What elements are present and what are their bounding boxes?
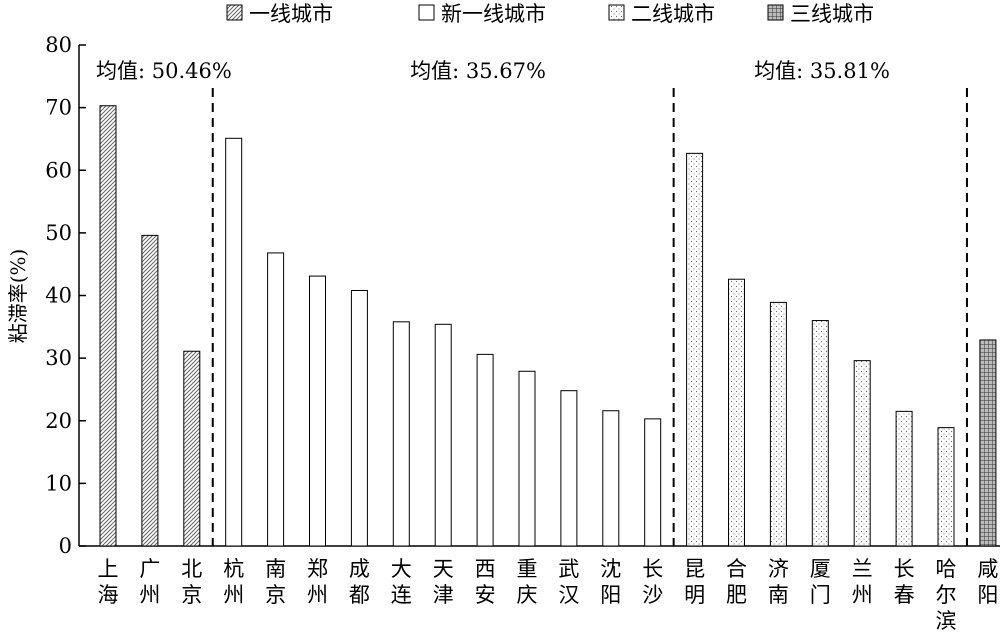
bar bbox=[811, 320, 829, 547]
bar bbox=[728, 278, 745, 547]
category-label: 南 bbox=[265, 557, 286, 581]
bar bbox=[895, 410, 913, 547]
category-label: 都 bbox=[349, 583, 370, 607]
legend-swatch bbox=[226, 4, 243, 21]
category-label: 阳 bbox=[600, 583, 621, 607]
legend-label: 三线城市 bbox=[790, 2, 874, 26]
bar bbox=[686, 152, 704, 547]
category-label: 西 bbox=[475, 557, 496, 581]
bar bbox=[979, 339, 997, 547]
category-label: 京 bbox=[181, 583, 202, 607]
category-label: 哈 bbox=[936, 557, 957, 581]
bar bbox=[183, 350, 201, 547]
bar bbox=[644, 418, 662, 547]
category-label: 北 bbox=[181, 557, 202, 581]
group-mean-label: 均值: 50.46% bbox=[96, 59, 232, 83]
legend-swatch bbox=[608, 4, 625, 21]
y-tick-label: 20 bbox=[45, 409, 72, 433]
group-mean-label: 均值: 35.81% bbox=[754, 59, 890, 83]
category-label: 门 bbox=[810, 583, 831, 607]
y-tick-label: 80 bbox=[45, 33, 72, 57]
category-label: 春 bbox=[894, 583, 915, 607]
category-labels: 上海广州北京杭州南京郑州成都大连天津西安重庆武汉沈阳长沙昆明合肥济南厦门兰州长春… bbox=[98, 557, 999, 633]
y-tick-label: 30 bbox=[45, 346, 72, 370]
bar bbox=[602, 410, 620, 547]
category-label: 厦 bbox=[810, 557, 831, 581]
bar bbox=[350, 289, 368, 547]
y-tick-label: 60 bbox=[45, 158, 72, 182]
bars bbox=[99, 105, 997, 547]
bar bbox=[99, 105, 117, 547]
category-label: 杭 bbox=[223, 557, 244, 581]
bar bbox=[476, 353, 494, 547]
y-tick-label: 0 bbox=[59, 534, 72, 558]
bar bbox=[267, 252, 285, 547]
category-label: 阳 bbox=[977, 583, 998, 607]
bar bbox=[560, 390, 578, 547]
category-label: 汉 bbox=[558, 583, 579, 607]
y-tick-label: 50 bbox=[45, 221, 72, 245]
category-label: 明 bbox=[684, 583, 705, 607]
y-tick-label: 10 bbox=[45, 471, 72, 495]
mean-labels: 均值: 50.46% 均值: 35.67% 均值: 35.81% bbox=[96, 59, 890, 83]
y-tick-label: 70 bbox=[45, 96, 72, 120]
category-label: 成 bbox=[349, 557, 370, 581]
category-label: 尔 bbox=[936, 583, 957, 607]
category-label: 广 bbox=[139, 557, 160, 581]
bar bbox=[309, 275, 326, 547]
category-label: 肥 bbox=[726, 583, 747, 607]
group-separators bbox=[211, 88, 968, 546]
category-label: 昆 bbox=[684, 557, 705, 581]
category-label: 安 bbox=[475, 583, 496, 607]
group-mean-label: 均值: 35.67% bbox=[410, 59, 546, 83]
category-label: 州 bbox=[139, 583, 160, 607]
category-label: 咸 bbox=[977, 557, 998, 581]
legend-label: 一线城市 bbox=[249, 2, 333, 26]
bar bbox=[225, 137, 243, 547]
bar bbox=[518, 370, 536, 547]
bar bbox=[434, 323, 452, 547]
category-label: 津 bbox=[433, 583, 454, 607]
category-label: 兰 bbox=[852, 557, 873, 581]
y-ticks: 0 10 20 30 40 50 60 70 80 bbox=[45, 33, 86, 558]
category-label: 武 bbox=[558, 557, 579, 581]
category-label: 州 bbox=[852, 583, 873, 607]
category-label: 重 bbox=[517, 557, 538, 581]
bar bbox=[769, 301, 787, 547]
legend-label: 二线城市 bbox=[631, 2, 715, 26]
category-label: 大 bbox=[391, 557, 412, 581]
bar bbox=[392, 321, 410, 547]
bar bbox=[937, 427, 955, 547]
category-label: 沙 bbox=[642, 583, 663, 607]
category-label: 京 bbox=[265, 583, 286, 607]
legend: 一线城市 新一线城市 二线城市 三线城市 bbox=[226, 2, 874, 26]
category-label: 州 bbox=[223, 583, 244, 607]
y-tick-label: 40 bbox=[45, 284, 72, 308]
bar bbox=[141, 234, 159, 547]
legend-label: 新一线城市 bbox=[441, 2, 546, 26]
category-label: 长 bbox=[642, 557, 663, 581]
category-label: 天 bbox=[433, 557, 454, 581]
category-label: 连 bbox=[391, 583, 412, 607]
category-label: 南 bbox=[768, 583, 789, 607]
category-label: 长 bbox=[894, 557, 915, 581]
category-label: 滨 bbox=[936, 609, 957, 633]
legend-swatch bbox=[767, 4, 784, 21]
category-label: 海 bbox=[98, 583, 119, 607]
legend-swatch bbox=[418, 4, 435, 21]
category-label: 上 bbox=[98, 557, 119, 581]
category-label: 庆 bbox=[517, 583, 538, 607]
y-axis-label: 粘滞率(%) bbox=[6, 249, 30, 344]
category-label: 郑 bbox=[307, 557, 328, 581]
category-label: 州 bbox=[307, 583, 328, 607]
category-label: 沈 bbox=[600, 557, 621, 581]
category-label: 合 bbox=[726, 557, 747, 581]
category-label: 济 bbox=[768, 557, 789, 581]
bar bbox=[853, 360, 871, 547]
